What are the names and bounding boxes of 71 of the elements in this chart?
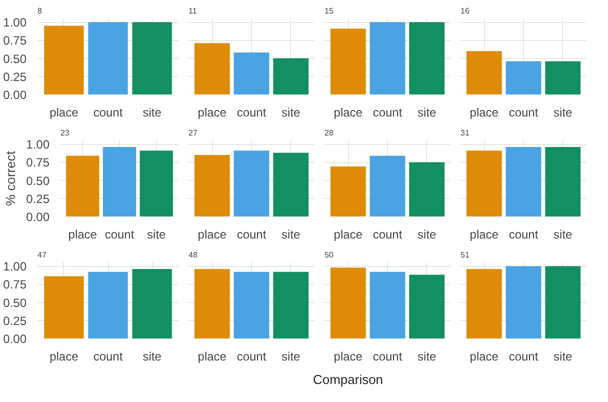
x-tick-label: count [104, 228, 135, 242]
x-tick-label: place [334, 228, 363, 242]
x-tick-label: site [418, 350, 437, 364]
y-tick-label: 1.00 [3, 16, 27, 30]
x-tick-label: site [282, 228, 301, 242]
x-tick-label: place [334, 106, 363, 120]
chart-title: 51 [460, 250, 470, 260]
x-tick-label: site [142, 350, 162, 364]
bar [102, 147, 136, 216]
y-tick-label: 0.50 [26, 174, 50, 188]
x-tick-label: place [68, 228, 98, 242]
chart-title: 15 [324, 6, 334, 16]
x-tick-label: place [470, 350, 499, 364]
y-tick-label: 0.75 [26, 156, 50, 170]
x-tick-label: place [334, 350, 363, 364]
bar [44, 276, 84, 338]
bar [88, 272, 128, 338]
y-tick-label: 0.00 [3, 332, 27, 346]
y-tick-label: 0.75 [3, 278, 27, 292]
y-tick-label: 0.75 [3, 34, 27, 48]
x-tick-label: count [236, 350, 267, 364]
x-tick-label: place [470, 106, 499, 120]
x-tick-label: place [50, 350, 79, 364]
y-tick-label: 0.25 [26, 192, 50, 206]
chart-title: 48 [188, 250, 198, 260]
x-tick-label: site [418, 106, 437, 120]
x-tick-label: site [554, 228, 573, 242]
chart-title: 23 [60, 128, 70, 138]
x-tick-label: count [93, 106, 124, 120]
y-tick-label: 0.50 [3, 52, 27, 66]
x-axis-title: Comparison [312, 371, 384, 389]
y-axis-title: % correct [3, 150, 18, 206]
x-tick-label: site [282, 350, 301, 364]
x-tick-label: site [554, 106, 573, 120]
x-tick-label: place [198, 350, 227, 364]
x-tick-label: count [93, 350, 124, 364]
chart-title: 31 [460, 128, 470, 138]
chart-title: 16 [460, 6, 470, 16]
chart-title: 50 [324, 250, 334, 260]
x-tick-label: count [372, 228, 403, 242]
x-tick-label: site [554, 350, 573, 364]
y-tick-label: 0.00 [3, 88, 27, 102]
x-tick-label: place [198, 106, 227, 120]
x-tick-label: count [236, 106, 267, 120]
chart-title: 47 [38, 250, 47, 260]
bar [132, 269, 172, 338]
y-tick-label: 0.25 [3, 314, 27, 328]
chart-title: 11 [188, 6, 198, 16]
x-tick-label: site [282, 106, 301, 120]
y-tick-label: 1.00 [26, 138, 50, 152]
chart-title: 27 [188, 128, 198, 138]
x-tick-label: count [372, 350, 403, 364]
x-tick-label: site [418, 228, 437, 242]
x-tick-label: count [236, 228, 267, 242]
bar [66, 156, 100, 216]
x-tick-label: count [372, 106, 403, 120]
x-tick-label: place [50, 106, 79, 120]
x-tick-label: count [508, 350, 539, 364]
chart-title: 28 [324, 128, 334, 138]
x-tick-label: site [147, 228, 166, 242]
x-tick-label: place [470, 228, 499, 242]
x-tick-label: place [198, 228, 227, 242]
bar [140, 150, 173, 216]
x-tick-label: site [142, 106, 162, 120]
y-tick-label: 1.00 [3, 260, 27, 274]
chart-title: 8 [38, 6, 42, 16]
x-tick-label: count [508, 228, 539, 242]
y-tick-label: 0.50 [3, 296, 27, 310]
y-tick-label: 0.25 [3, 70, 27, 84]
x-tick-label: count [508, 106, 539, 120]
y-tick-label: 0.00 [26, 210, 50, 224]
